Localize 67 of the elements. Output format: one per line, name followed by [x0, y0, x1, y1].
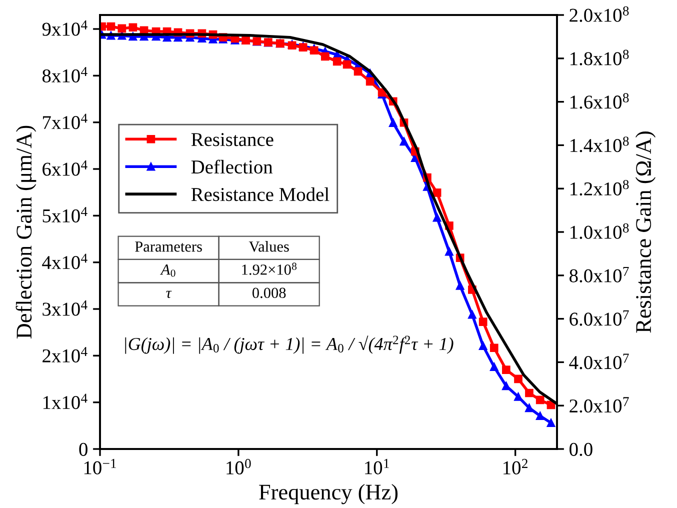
- x-tick-label: 10$^{−1}$: [84, 458, 116, 474]
- y-tick-label: 4x10$^{4}$: [42, 254, 88, 270]
- point: [478, 318, 488, 326]
- point: [106, 22, 116, 31]
- annotation: A$_{0}$: [160, 264, 176, 277]
- point: [366, 77, 374, 86]
- point: [310, 46, 318, 55]
- point: [514, 374, 522, 384]
- legend-label: Resistance: [191, 133, 274, 146]
- x-tick-label: 10$^{2}$: [504, 458, 528, 474]
- point: [320, 52, 330, 61]
- y-axis-title: Deflection Gain (μm/A): [16, 126, 36, 339]
- y2-tick-label: 1.8x10$^{8}$: [570, 50, 629, 66]
- y2-axis-title: Resistance Gain (Ω/A): [635, 132, 656, 333]
- point: [388, 118, 398, 127]
- point: [525, 388, 534, 398]
- legend-label: Resistance Model: [191, 187, 330, 202]
- y2-tick-label: 1.6x10$^{8}$: [570, 93, 629, 109]
- point: [400, 137, 408, 146]
- annotation: τ: [166, 290, 172, 298]
- y-tick-label: 8x10$^{4}$: [42, 67, 88, 82]
- legend-label: Deflection: [191, 160, 273, 174]
- y2-tick-label: 6.0x10$^{7}$: [570, 310, 629, 326]
- y2-tick-label: 8.0x10$^{7}$: [570, 266, 629, 282]
- point: [536, 412, 544, 420]
- point: [128, 23, 138, 32]
- point: [490, 344, 498, 352]
- y2-tick-label: 2.0x10$^{7}$: [570, 397, 629, 413]
- y-tick-label: 7x10$^{4}$: [43, 114, 88, 130]
- point: [332, 57, 342, 66]
- point: [502, 366, 510, 374]
- y2-tick-label: 0.0: [570, 442, 592, 456]
- point: [536, 396, 544, 404]
- annotation: Parameters: [135, 242, 202, 252]
- x-axis-title: Frequency (Hz): [259, 484, 398, 504]
- y-tick-label: 3x10$^{4}$: [42, 300, 88, 316]
- y2-tick-label: 1.2x10$^{8}$: [570, 180, 629, 196]
- y2-tick-label: 1.4x10$^{8}$: [570, 136, 629, 152]
- point: [490, 362, 498, 372]
- y2-tick-label: 1.0x10$^{8}$: [570, 223, 629, 239]
- y-tick-label: 1x10$^{4}$: [43, 394, 88, 410]
- y-tick-label: 5x10$^{4}$: [42, 207, 88, 222]
- point: [432, 188, 442, 197]
- text: |G(jω)| = |A$_{0}$ / (jωτ + 1)| = A$_{0}$ / √(4π$^{2}$f$^{2}$τ + 1): [125, 336, 454, 354]
- point: [354, 67, 362, 76]
- annotation: Values: [248, 240, 289, 252]
- point: [502, 382, 510, 390]
- point: [525, 404, 534, 412]
- y-tick-label: 9x10$^{4}$: [42, 20, 88, 36]
- point: [546, 418, 556, 428]
- point: [118, 24, 126, 33]
- x-tick-label: 10$^{0}$: [226, 458, 251, 474]
- y-tick-label: 6x10$^{4}$: [42, 160, 88, 176]
- y-tick-label: 0: [79, 442, 88, 456]
- point: [478, 342, 488, 350]
- point: [342, 60, 352, 69]
- point: [432, 213, 442, 222]
- y2-tick-label: 4.0x10$^{7}$: [569, 354, 629, 370]
- x-tick-label: 10$^{1}$: [365, 458, 389, 474]
- y-tick-label: 2x10$^{4}$: [42, 347, 88, 362]
- point: [468, 310, 476, 319]
- annotation: 0.008: [252, 288, 286, 298]
- point: [456, 282, 464, 290]
- point: [514, 392, 522, 401]
- point: [445, 247, 454, 256]
- y2-tick-label: 2.0x10$^{8}$: [570, 6, 629, 22]
- annotation: 1.92×10$^{8}$: [242, 262, 297, 275]
